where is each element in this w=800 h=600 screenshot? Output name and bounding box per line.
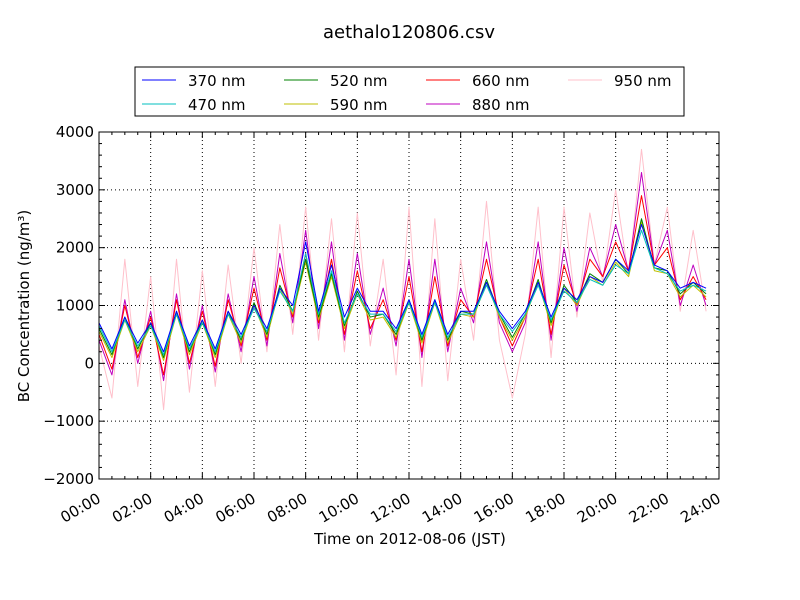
y-tick-label: 4000 [56,123,94,141]
ticks [98,131,720,480]
x-tick-label: 16:00 [471,489,517,526]
x-tick-label: 10:00 [316,489,362,526]
legend: 370 nm 470 nm 520 nm 590 nm 660 nm 880 nm 950 … [134,66,685,117]
legend-label: 950 nm [614,72,672,90]
legend-label: 660 nm [472,72,530,90]
x-tick-labels: 00:00 02:00 04:00 06:00 08:00 10:00 12:00 14:00… [57,489,723,526]
x-tick-label: 22:00 [626,489,672,526]
legend-label: 370 nm [188,72,246,90]
x-tick-label: 20:00 [574,489,620,526]
legend-box [134,66,685,117]
series-line-470-nm [98,229,707,356]
y-tick-label: −1000 [43,412,94,430]
y-axis-label: BC Concentration (ng/m³) [15,210,33,403]
y-tick-label: 2000 [56,239,94,257]
x-tick-label: 00:00 [57,489,103,526]
legend-label: 880 nm [472,96,530,114]
x-tick-label: 12:00 [367,489,413,526]
y-tick-label: 3000 [56,181,94,199]
y-tick-label: 0 [84,354,94,372]
x-tick-label: 08:00 [264,489,310,526]
x-axis-label: Time on 2012-08-06 (JST) [313,530,506,548]
legend-label: 470 nm [188,96,246,114]
series-line-880-nm [98,171,707,382]
x-tick-label: 14:00 [419,489,465,526]
x-tick-label: 02:00 [109,489,155,526]
series-line-370-nm [98,224,707,353]
x-tick-label: 04:00 [161,489,207,526]
y-tick-label: 1000 [56,297,94,315]
legend-label: 590 nm [330,96,388,114]
y-tick-labels: −2000 −1000 0 1000 2000 3000 4000 [43,123,94,488]
series-line-660-nm [98,195,707,376]
chart-title: aethalo120806.csv [323,22,495,43]
legend-label: 520 nm [330,72,388,90]
series-group [98,148,707,411]
x-tick-label: 24:00 [677,489,723,526]
x-tick-label: 06:00 [212,489,258,526]
y-tick-label: −2000 [43,470,94,488]
x-tick-label: 18:00 [522,489,568,526]
